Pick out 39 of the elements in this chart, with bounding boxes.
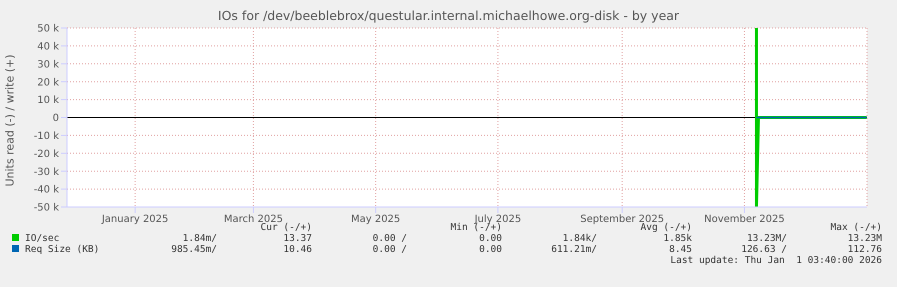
text: 10.46 [282, 244, 312, 255]
chart-title: IOs for /dev/beeblebrox/questular.internal.michaelhowe.org-disk - by year [216, 8, 680, 23]
y-tick-label: 40 k [37, 41, 60, 52]
y-tick-label: -10 k [34, 130, 60, 142]
text: 8.45 [668, 244, 692, 255]
text: 611.21m/ [550, 244, 597, 255]
y-tick-label: -30 k [34, 166, 60, 178]
y-tick-label: -50 k [34, 202, 60, 214]
text: Min (-/+) [450, 222, 502, 233]
text: Cur (-/+) [260, 222, 312, 233]
text: 112.76 [846, 244, 882, 255]
text: 13.23M [846, 233, 882, 244]
y-tick-label: 20 k [37, 77, 60, 88]
text: Last update: Thu Jan 1 03:40:00 2026 [669, 255, 882, 266]
y-tick-label: -40 k [34, 184, 60, 196]
y-tick-label: -20 k [34, 148, 60, 160]
text: 1.84m/ [182, 233, 217, 244]
text: 0.00 / [372, 233, 407, 244]
y-tick-label: 0 [52, 113, 59, 124]
text: Max (-/+) [830, 222, 882, 233]
x-tick-label: November 2025 [704, 214, 785, 226]
y-tick-label: 50 k [37, 24, 60, 35]
text: 1.84k/ [562, 233, 597, 244]
text: 126.63 / [740, 244, 787, 255]
text: 1.85k [662, 233, 692, 244]
text: 0.00 / [372, 244, 407, 255]
legend-label: IO/sec [24, 233, 60, 244]
x-tick-label: May 2025 [350, 214, 400, 226]
text: 0.00 [478, 244, 502, 255]
text: 13.37 [282, 233, 312, 244]
y-axis-title: Units read (-) / write (+) [4, 54, 16, 186]
text: 13.23M/ [746, 233, 787, 244]
y-tick-label: 10 k [37, 95, 60, 106]
x-tick-label: January 2025 [100, 214, 168, 226]
text: 0.00 [478, 233, 502, 244]
legend-label: Req Size (KB) [24, 244, 100, 255]
text: 985.45m/ [170, 244, 217, 255]
text: Avg (-/+) [640, 222, 692, 233]
y-tick-label: 30 k [37, 59, 60, 70]
